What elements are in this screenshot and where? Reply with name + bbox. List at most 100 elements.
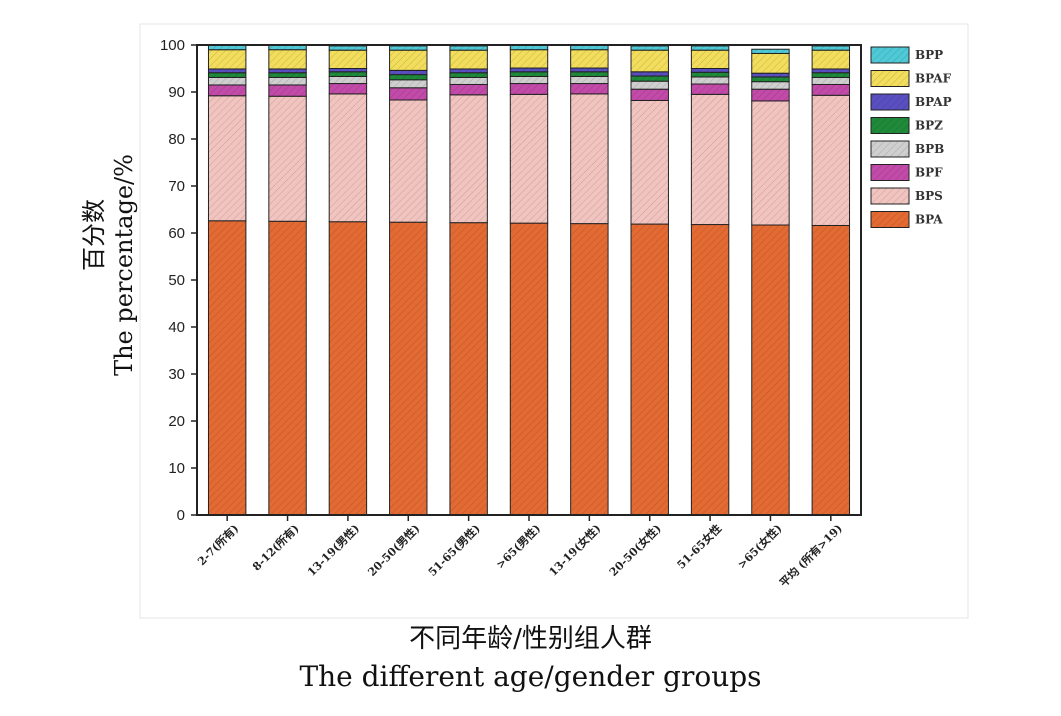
bar-segment-hatch bbox=[812, 72, 850, 78]
bar-segment-hatch bbox=[691, 76, 729, 85]
y-tick-label: 0 bbox=[177, 507, 185, 524]
bar-segment-hatch bbox=[691, 68, 729, 73]
bar-segment-hatch bbox=[691, 72, 729, 77]
bar-segment-hatch bbox=[570, 49, 609, 69]
bar-segment-hatch bbox=[631, 89, 669, 101]
bar-segment-hatch bbox=[449, 94, 488, 223]
legend-swatch-hatch bbox=[871, 164, 909, 181]
y-tick-label: 100 bbox=[160, 37, 185, 54]
bar-segment-hatch bbox=[691, 94, 729, 225]
bar-segment-hatch bbox=[751, 76, 790, 82]
bar-segment-hatch bbox=[570, 83, 609, 94]
y-tick-label: 60 bbox=[168, 225, 185, 242]
bar-segment-hatch bbox=[208, 84, 246, 96]
bar-segment-hatch bbox=[691, 50, 729, 69]
bar-segment-hatch bbox=[449, 84, 488, 95]
bar-segment-hatch bbox=[631, 50, 669, 72]
y-axis-label-english: The percentage/% bbox=[110, 154, 138, 376]
bar-segment-hatch bbox=[631, 71, 669, 77]
legend-label-bpb: BPB bbox=[915, 142, 944, 156]
y-axis-label-chinese: 百分数 bbox=[80, 199, 108, 271]
bar-segment-hatch bbox=[510, 83, 548, 95]
bar-segment-hatch bbox=[389, 79, 427, 88]
bar-segment-hatch bbox=[389, 45, 427, 51]
bar-stacks bbox=[207, 44, 851, 516]
bar-segment-hatch bbox=[751, 73, 790, 77]
legend-swatch-hatch bbox=[871, 94, 909, 110]
y-tick-label: 90 bbox=[168, 84, 185, 101]
bar-segment-hatch bbox=[510, 76, 548, 84]
bar-segment-hatch bbox=[268, 84, 307, 97]
bar-segment-hatch bbox=[510, 68, 548, 72]
bar-segment-hatch bbox=[751, 49, 790, 54]
bar-segment-hatch bbox=[268, 96, 307, 222]
bar-segment-hatch bbox=[268, 68, 307, 73]
bar-segment-hatch bbox=[268, 49, 307, 69]
bar-segment-hatch bbox=[510, 45, 548, 50]
y-tick-label: 70 bbox=[168, 178, 185, 195]
axis-ticks: 0 10 20 30 40 50 60 70 80 90 100 bbox=[160, 37, 197, 524]
bar-segment-hatch bbox=[570, 71, 609, 77]
bar-segment-hatch bbox=[570, 68, 609, 72]
y-tick-label: 40 bbox=[168, 319, 185, 336]
bar-segment-hatch bbox=[449, 72, 488, 78]
bar-segment-hatch bbox=[570, 93, 609, 224]
bar-segment-hatch bbox=[329, 45, 367, 51]
bar-segment-hatch bbox=[329, 83, 367, 94]
bar-segment-hatch bbox=[389, 222, 427, 515]
bar-segment-hatch bbox=[510, 94, 548, 224]
legend-swatch-hatch bbox=[871, 117, 909, 134]
bar-segment-hatch bbox=[751, 89, 790, 101]
legend-swatch-hatch bbox=[871, 47, 909, 63]
bar-segment-hatch bbox=[812, 225, 850, 516]
legend-label-bpa: BPA bbox=[915, 213, 943, 227]
bar-segment-hatch bbox=[570, 45, 609, 50]
bar-segment-hatch bbox=[329, 68, 367, 72]
bar-segment-hatch bbox=[510, 71, 548, 77]
legend-label-bpf: BPF bbox=[915, 166, 943, 180]
bar-segment-hatch bbox=[208, 45, 246, 50]
bar-segment-hatch bbox=[208, 72, 246, 78]
bar-segment-hatch bbox=[268, 72, 307, 78]
bar-segment-hatch bbox=[691, 84, 729, 95]
legend: BPP BPAF BPAP BPZ BPB BPF BPS BPA bbox=[870, 46, 952, 228]
y-tick-label: 10 bbox=[168, 460, 185, 477]
bar-segment-hatch bbox=[329, 93, 367, 222]
bar-segment-hatch bbox=[570, 76, 609, 84]
bar-segment-hatch bbox=[329, 71, 367, 77]
bar-segment-hatch bbox=[510, 49, 548, 69]
bar-segment-hatch bbox=[389, 70, 427, 75]
y-tick-label: 80 bbox=[168, 131, 185, 148]
bar-segment-hatch bbox=[570, 223, 609, 515]
bar-segment-hatch bbox=[631, 81, 669, 90]
bar-segment-hatch bbox=[208, 77, 246, 85]
bar-segment-hatch bbox=[389, 50, 427, 71]
y-tick-label: 50 bbox=[168, 272, 185, 289]
bar-segment-hatch bbox=[208, 49, 246, 69]
bar-segment-hatch bbox=[812, 77, 850, 85]
y-tick-label: 30 bbox=[168, 366, 185, 383]
bar-segment-hatch bbox=[449, 77, 488, 85]
bar-segment-hatch bbox=[449, 45, 488, 51]
bar-segment-hatch bbox=[268, 77, 307, 85]
bar-segment-hatch bbox=[449, 50, 488, 69]
legend-label-bpp: BPP bbox=[915, 48, 943, 62]
bar-segment-hatch bbox=[389, 99, 427, 223]
bar-segment-hatch bbox=[631, 224, 669, 515]
legend-swatch-hatch bbox=[871, 141, 909, 157]
legend-label-bpap: BPAP bbox=[915, 95, 952, 109]
bar-segment-hatch bbox=[449, 68, 488, 73]
bar-segment-hatch bbox=[389, 87, 427, 100]
bar-segment-hatch bbox=[389, 74, 427, 80]
bar-segment-hatch bbox=[208, 68, 246, 73]
bar-segment-hatch bbox=[751, 225, 790, 515]
bar-segment-hatch bbox=[268, 45, 307, 50]
y-axis-label: 百分数 The percentage/% bbox=[80, 154, 138, 376]
legend-swatch-hatch bbox=[871, 70, 909, 87]
legend-swatch-hatch bbox=[871, 211, 909, 228]
x-axis-label-english: The different age/gender groups bbox=[299, 660, 762, 693]
x-axis-label-chinese: 不同年龄/性别组人群 bbox=[409, 624, 652, 654]
bar-segment-hatch bbox=[812, 84, 850, 96]
